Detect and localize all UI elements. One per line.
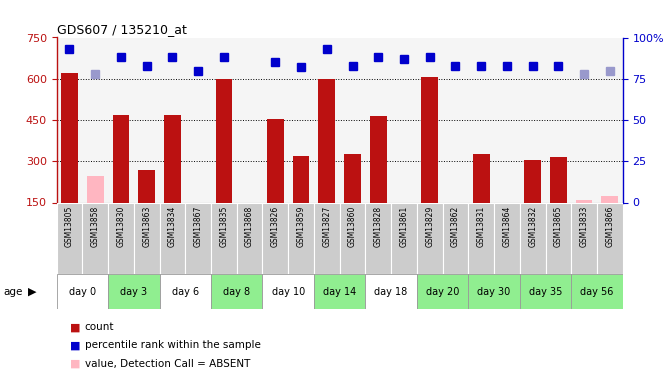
Bar bbox=[366, 274, 417, 309]
Text: GSM13861: GSM13861 bbox=[400, 206, 408, 248]
Text: day 0: day 0 bbox=[69, 286, 96, 297]
Bar bbox=[601, 196, 618, 202]
Text: day 10: day 10 bbox=[272, 286, 305, 297]
Text: GSM13833: GSM13833 bbox=[579, 206, 589, 248]
Bar bbox=[443, 202, 468, 274]
Text: percentile rank within the sample: percentile rank within the sample bbox=[85, 340, 260, 351]
Bar bbox=[211, 274, 262, 309]
Text: day 30: day 30 bbox=[478, 286, 511, 297]
Bar bbox=[468, 202, 494, 274]
Bar bbox=[519, 274, 571, 309]
Bar bbox=[519, 202, 545, 274]
Bar bbox=[139, 170, 155, 202]
Text: age: age bbox=[3, 286, 23, 297]
Text: ■: ■ bbox=[70, 358, 81, 369]
Text: GSM13867: GSM13867 bbox=[194, 206, 202, 248]
Bar bbox=[473, 154, 490, 203]
Text: value, Detection Call = ABSENT: value, Detection Call = ABSENT bbox=[85, 358, 250, 369]
Text: ■: ■ bbox=[70, 322, 81, 333]
Bar bbox=[236, 202, 262, 274]
Bar bbox=[108, 274, 160, 309]
Text: day 20: day 20 bbox=[426, 286, 460, 297]
Bar bbox=[211, 202, 236, 274]
Text: GSM13835: GSM13835 bbox=[219, 206, 228, 248]
Bar bbox=[185, 202, 211, 274]
Text: GSM13859: GSM13859 bbox=[296, 206, 306, 248]
Bar bbox=[524, 160, 541, 202]
Text: GSM13862: GSM13862 bbox=[451, 206, 460, 248]
Text: GSM13827: GSM13827 bbox=[322, 206, 331, 248]
Bar bbox=[61, 73, 78, 202]
Bar bbox=[267, 118, 284, 202]
Bar bbox=[216, 79, 232, 203]
Bar bbox=[262, 274, 314, 309]
Bar bbox=[262, 202, 288, 274]
Text: GSM13830: GSM13830 bbox=[117, 206, 125, 248]
Bar bbox=[160, 202, 185, 274]
Bar bbox=[417, 202, 443, 274]
Text: day 14: day 14 bbox=[323, 286, 356, 297]
Text: GDS607 / 135210_at: GDS607 / 135210_at bbox=[57, 22, 186, 36]
Bar bbox=[340, 202, 366, 274]
Bar bbox=[113, 114, 129, 202]
Text: GSM13829: GSM13829 bbox=[425, 206, 434, 248]
Bar bbox=[391, 202, 417, 274]
Bar bbox=[318, 79, 335, 203]
Bar bbox=[288, 202, 314, 274]
Bar bbox=[494, 202, 519, 274]
Bar bbox=[292, 156, 310, 203]
Text: GSM13831: GSM13831 bbox=[477, 206, 486, 248]
Bar bbox=[314, 274, 366, 309]
Text: GSM13834: GSM13834 bbox=[168, 206, 177, 248]
Text: day 8: day 8 bbox=[223, 286, 250, 297]
Text: GSM13863: GSM13863 bbox=[142, 206, 151, 248]
Bar bbox=[550, 157, 567, 203]
Text: GSM13832: GSM13832 bbox=[528, 206, 537, 248]
Text: ▶: ▶ bbox=[28, 286, 37, 297]
Bar bbox=[366, 202, 391, 274]
Bar bbox=[597, 202, 623, 274]
Text: GSM13805: GSM13805 bbox=[65, 206, 74, 248]
Text: GSM13858: GSM13858 bbox=[91, 206, 100, 248]
Bar bbox=[108, 202, 134, 274]
Bar bbox=[417, 274, 468, 309]
Bar bbox=[575, 200, 593, 202]
Text: GSM13860: GSM13860 bbox=[348, 206, 357, 248]
Bar bbox=[314, 202, 340, 274]
Text: ■: ■ bbox=[70, 340, 81, 351]
Bar bbox=[83, 202, 108, 274]
Bar bbox=[571, 202, 597, 274]
Text: day 18: day 18 bbox=[374, 286, 408, 297]
Text: GSM13864: GSM13864 bbox=[502, 206, 511, 248]
Bar bbox=[57, 202, 83, 274]
Text: day 3: day 3 bbox=[121, 286, 147, 297]
Bar bbox=[370, 116, 387, 202]
Text: GSM13826: GSM13826 bbox=[271, 206, 280, 248]
Bar bbox=[422, 76, 438, 203]
Text: day 6: day 6 bbox=[172, 286, 199, 297]
Text: day 35: day 35 bbox=[529, 286, 562, 297]
Text: GSM13828: GSM13828 bbox=[374, 206, 383, 247]
Bar bbox=[468, 274, 519, 309]
Bar bbox=[545, 202, 571, 274]
Bar bbox=[571, 274, 623, 309]
Bar bbox=[134, 202, 160, 274]
Bar bbox=[164, 114, 180, 202]
Text: GSM13866: GSM13866 bbox=[605, 206, 614, 248]
Bar bbox=[57, 274, 108, 309]
Bar bbox=[160, 274, 211, 309]
Text: GSM13868: GSM13868 bbox=[245, 206, 254, 248]
Text: GSM13865: GSM13865 bbox=[554, 206, 563, 248]
Bar bbox=[87, 176, 104, 202]
Text: day 56: day 56 bbox=[580, 286, 613, 297]
Text: count: count bbox=[85, 322, 114, 333]
Bar bbox=[344, 154, 361, 203]
